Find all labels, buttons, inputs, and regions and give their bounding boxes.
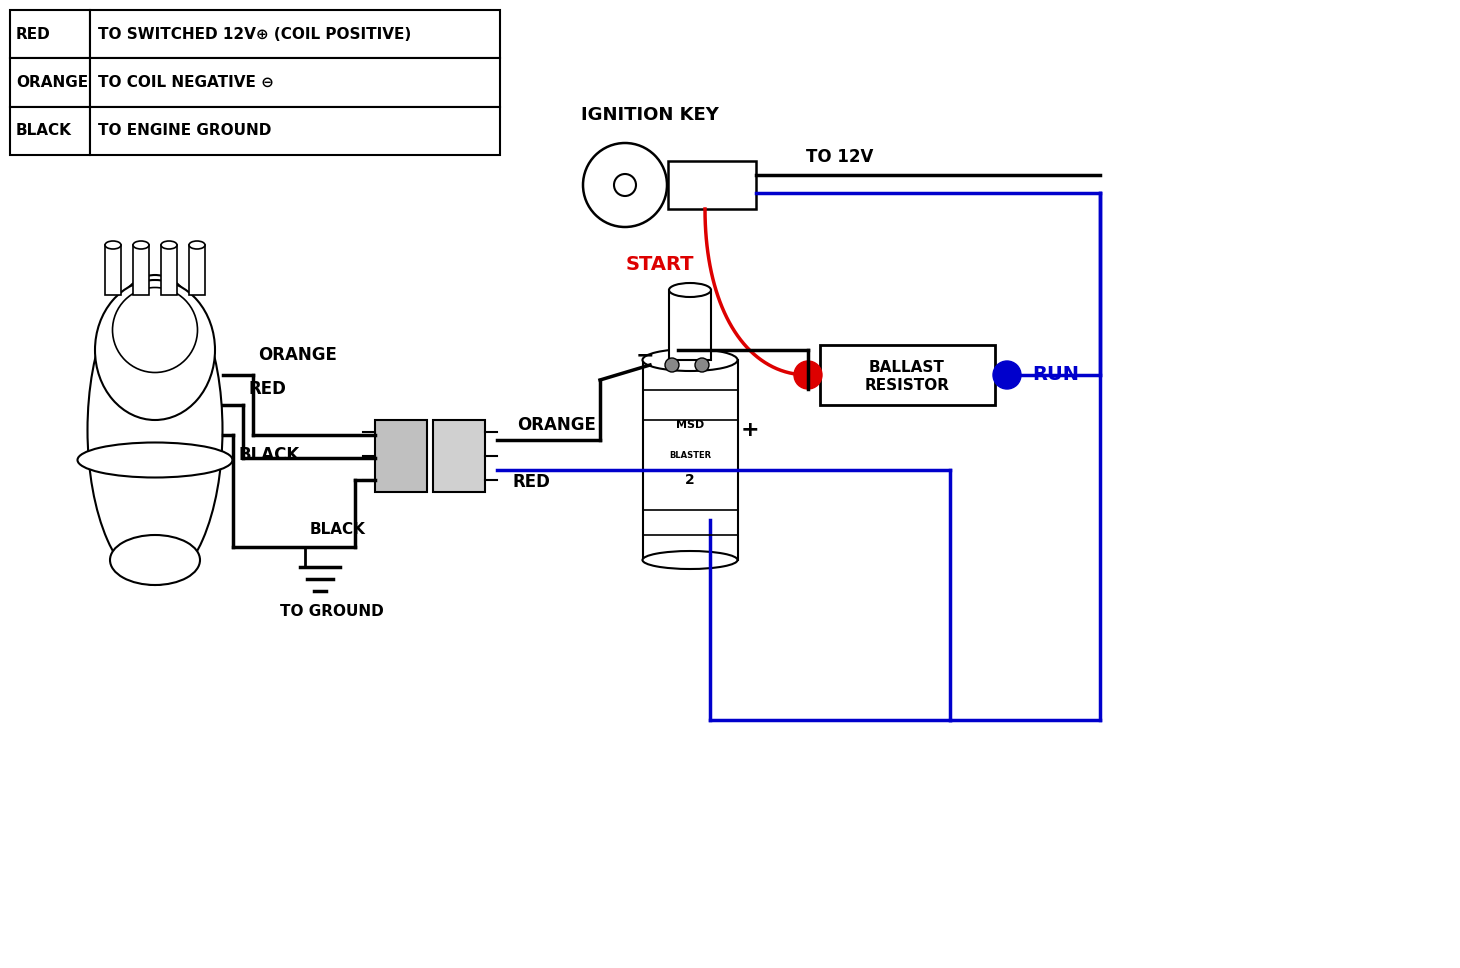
Ellipse shape [669,283,711,297]
Bar [434,420,485,492]
Bar [91,10,499,58]
Text: START: START [626,256,695,275]
Ellipse shape [133,241,149,249]
Text: ORANGE: ORANGE [258,346,337,364]
Text: RED: RED [248,380,286,398]
Ellipse shape [642,551,737,569]
Text: RESISTOR: RESISTOR [864,378,949,392]
Text: BLACK: BLACK [16,123,72,138]
Bar [133,245,149,295]
Ellipse shape [112,287,197,373]
Text: MSD: MSD [676,420,704,430]
Text: −: − [635,345,654,365]
Text: RED: RED [512,473,550,491]
Text: IGNITION KEY: IGNITION KEY [581,106,718,124]
Bar [91,106,499,155]
Bar [91,58,499,106]
Ellipse shape [642,349,737,371]
Bar [161,245,177,295]
Bar [669,290,711,360]
Text: TO SWITCHED 12V⊕ (COIL POSITIVE): TO SWITCHED 12V⊕ (COIL POSITIVE) [98,27,412,42]
Ellipse shape [110,535,200,585]
Circle shape [993,361,1021,389]
Bar [188,245,204,295]
Text: RUN: RUN [1032,366,1079,384]
Bar [669,161,756,209]
Bar [821,345,996,405]
Circle shape [615,174,637,196]
Text: BALLAST: BALLAST [869,359,945,375]
Text: 2: 2 [685,473,695,487]
Text: +: + [740,420,759,440]
Ellipse shape [105,241,121,249]
Bar [10,106,91,155]
Ellipse shape [77,442,232,477]
Text: BLACK: BLACK [310,522,366,536]
Text: ORANGE: ORANGE [16,75,88,90]
Text: TO 12V: TO 12V [806,148,873,166]
Ellipse shape [95,280,215,420]
Ellipse shape [188,241,204,249]
Bar [10,58,91,106]
Circle shape [664,358,679,372]
Text: BLASTER: BLASTER [669,450,711,460]
Text: ORANGE: ORANGE [517,416,596,434]
Text: TO COIL NEGATIVE ⊖: TO COIL NEGATIVE ⊖ [98,75,274,90]
Ellipse shape [88,275,222,585]
Circle shape [583,143,667,227]
Bar [105,245,121,295]
Bar [375,420,426,492]
Circle shape [794,361,822,389]
Ellipse shape [161,241,177,249]
Bar [642,360,737,560]
Text: RED: RED [16,27,51,42]
Text: TO GROUND: TO GROUND [280,604,384,620]
Bar [10,10,91,58]
Circle shape [695,358,710,372]
Text: BLACK: BLACK [238,446,299,464]
Text: TO ENGINE GROUND: TO ENGINE GROUND [98,123,272,138]
